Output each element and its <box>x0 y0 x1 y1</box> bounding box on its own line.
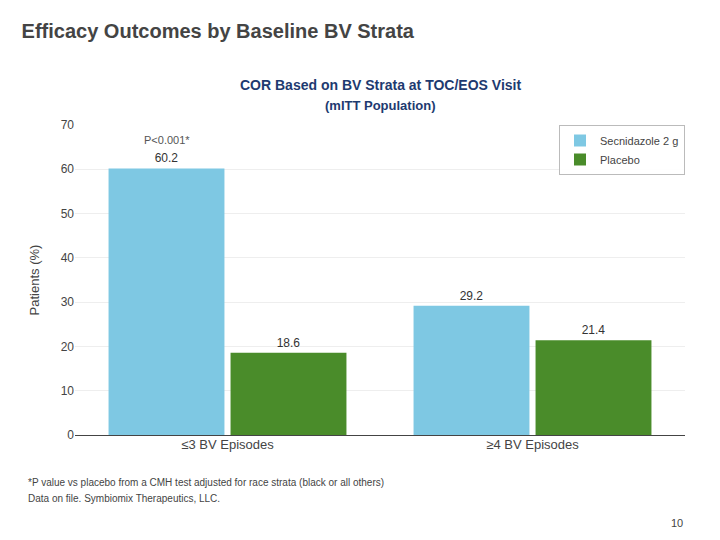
svg-text:18.6: 18.6 <box>277 336 301 350</box>
svg-text:(mITT Population): (mITT Population) <box>325 98 435 113</box>
svg-text:60: 60 <box>61 162 75 176</box>
svg-text:29.2: 29.2 <box>460 289 484 303</box>
svg-text:40: 40 <box>61 251 75 265</box>
svg-text:Efficacy Outcomes by Baseline: Efficacy Outcomes by Baseline BV Strata <box>22 20 415 42</box>
svg-text:0: 0 <box>67 428 74 442</box>
svg-text:Data on file. Symbiomix Therap: Data on file. Symbiomix Therapeutics, LL… <box>28 493 220 504</box>
svg-text:20: 20 <box>61 340 75 354</box>
svg-text:30: 30 <box>61 295 75 309</box>
svg-text:*P value vs placebo from a CMH: *P value vs placebo from a CMH test adju… <box>28 477 384 488</box>
svg-text:70: 70 <box>61 118 75 132</box>
svg-text:Placebo: Placebo <box>600 154 640 166</box>
svg-text:10: 10 <box>61 384 75 398</box>
svg-text:≥4 BV Episodes: ≥4 BV Episodes <box>486 437 579 452</box>
svg-text:≤3 BV Episodes: ≤3 BV Episodes <box>181 437 274 452</box>
svg-text:Secnidazole 2 g: Secnidazole 2 g <box>600 135 678 147</box>
svg-text:Patients (%): Patients (%) <box>27 245 42 316</box>
svg-text:P<0.001*: P<0.001* <box>144 134 190 146</box>
svg-text:21.4: 21.4 <box>582 323 606 337</box>
svg-text:10: 10 <box>671 517 683 529</box>
svg-text:50: 50 <box>61 207 75 221</box>
svg-text:60.2: 60.2 <box>155 151 179 165</box>
svg-text:COR Based on BV Strata at TOC/: COR Based on BV Strata at TOC/EOS Visit <box>240 77 521 93</box>
